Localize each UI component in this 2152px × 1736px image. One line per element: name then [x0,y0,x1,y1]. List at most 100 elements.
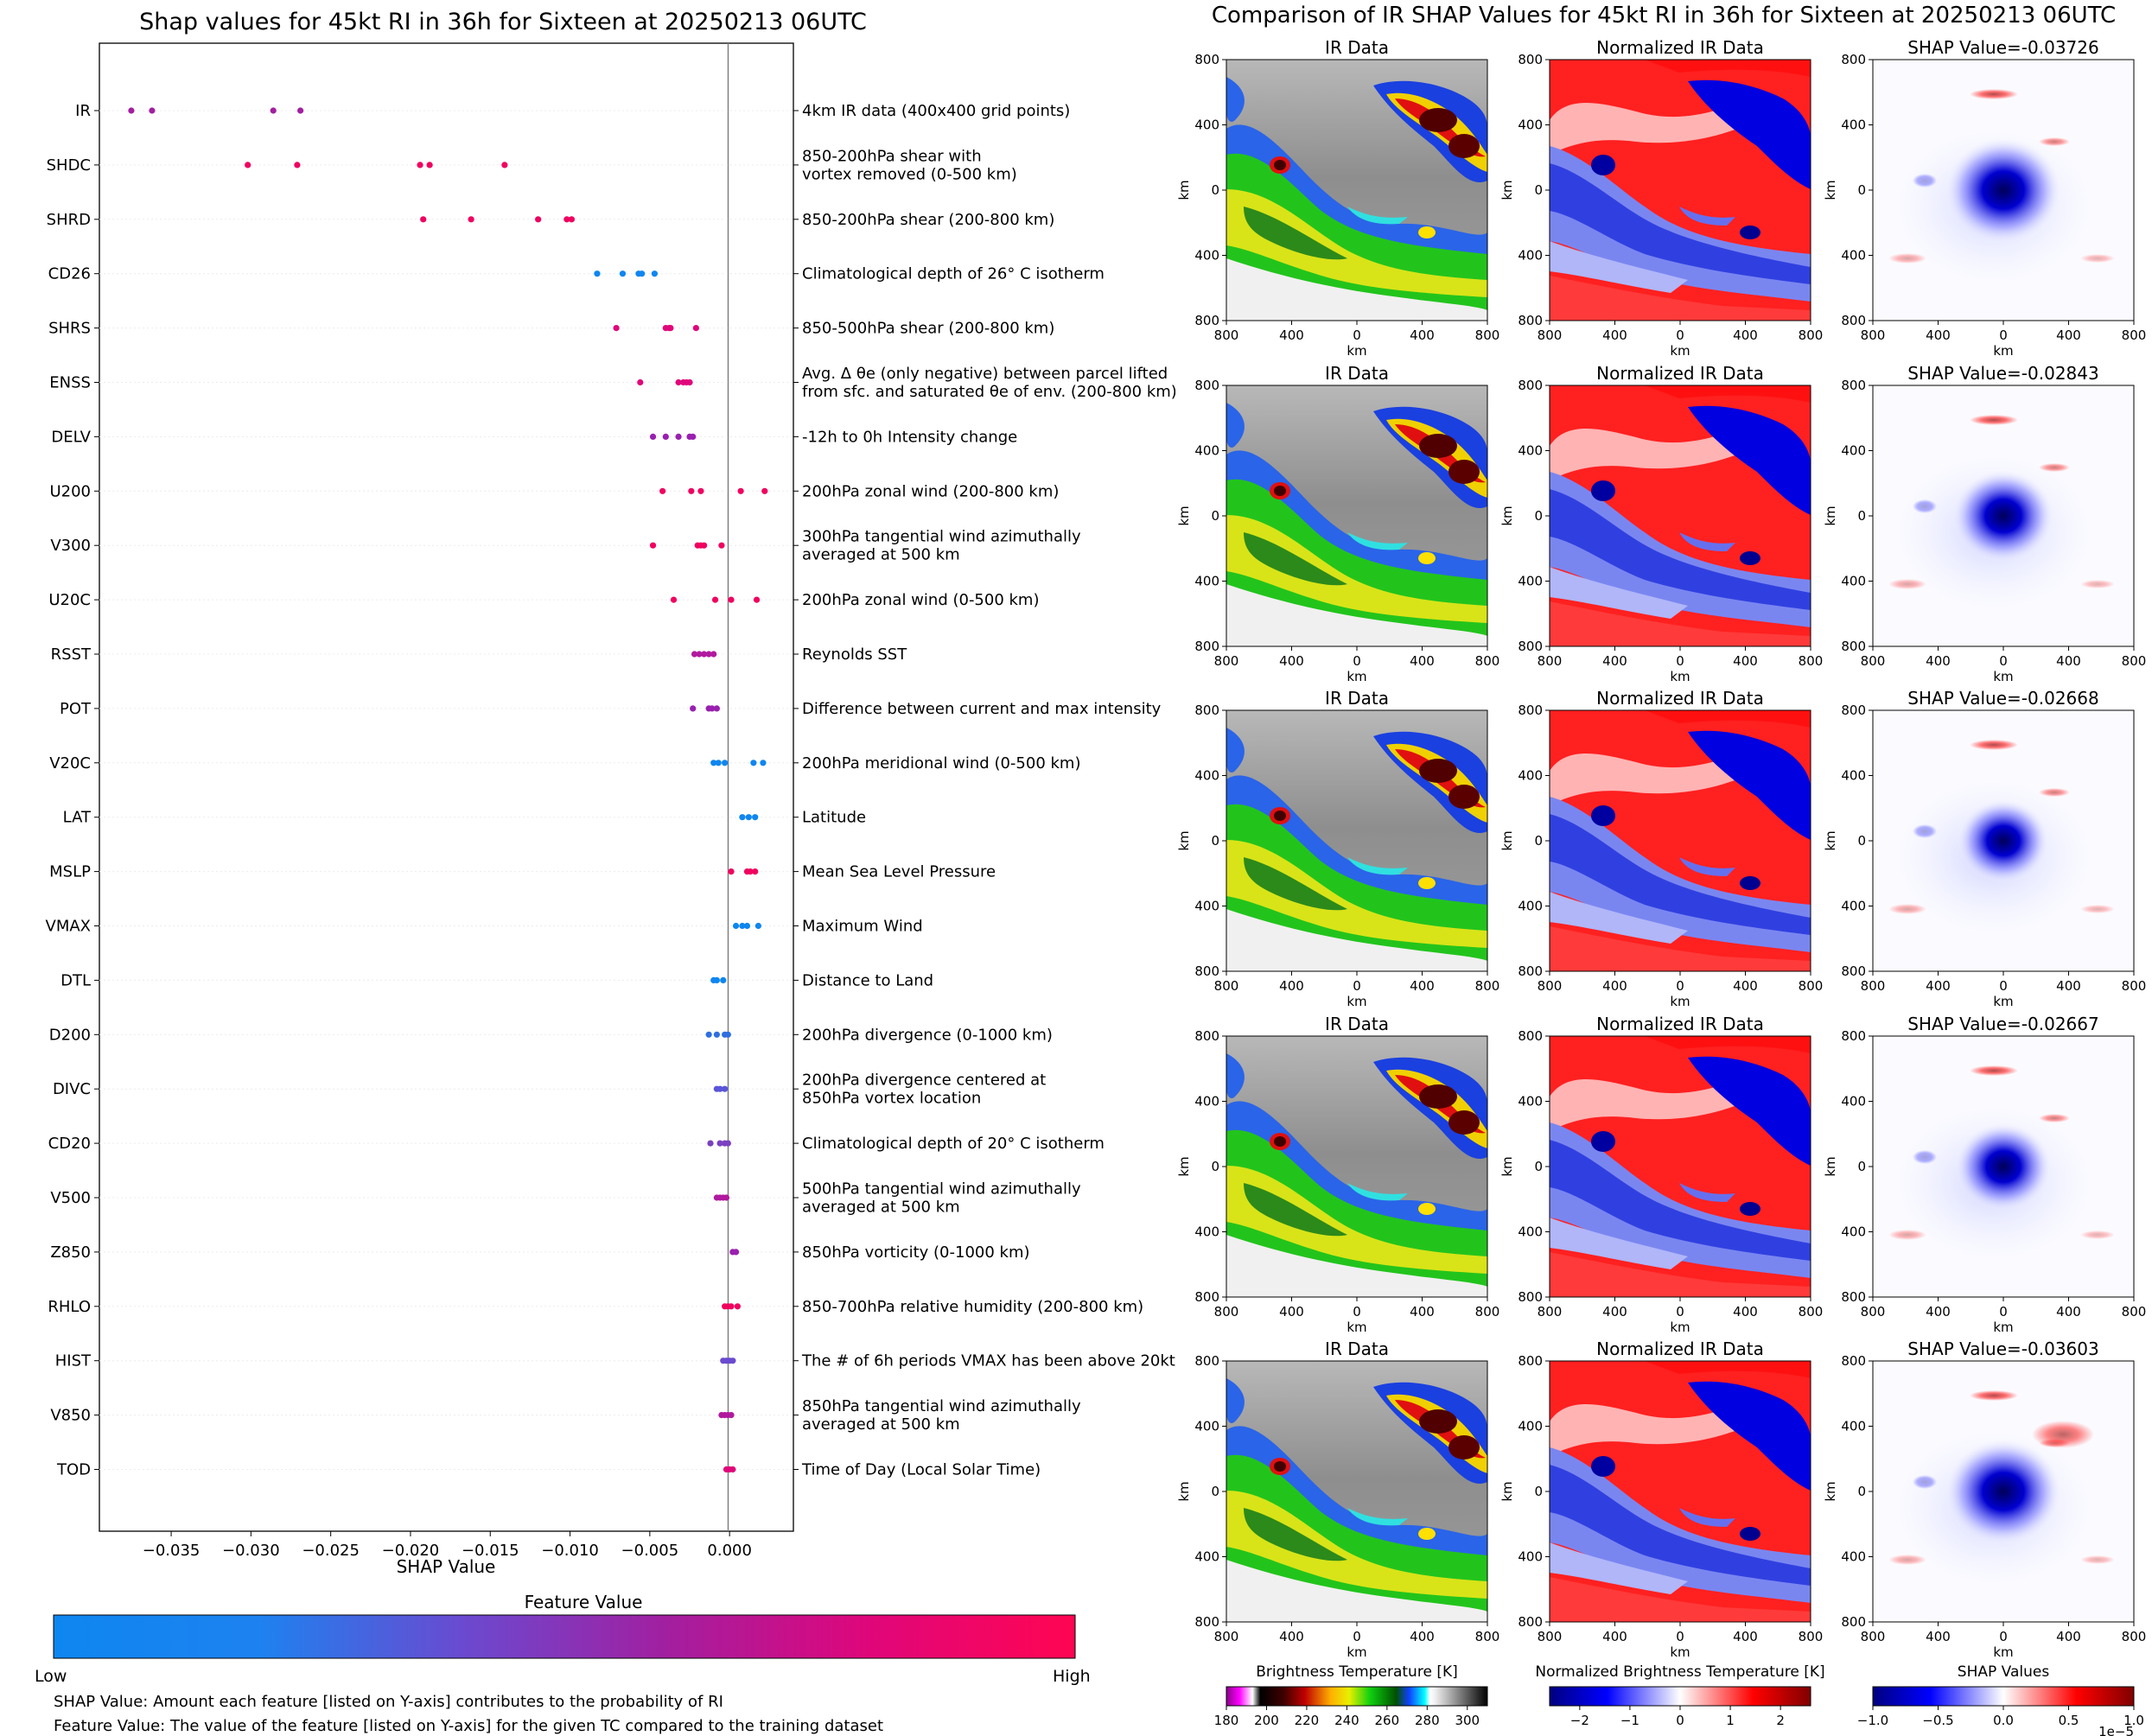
shap-point [697,487,704,494]
shap-point [724,1140,731,1147]
panel-x-tick-label: 0 [1999,978,2008,994]
panel-x-tick-label: 0 [1353,1629,1361,1644]
panel-x-tick-label: 400 [1410,1304,1435,1319]
shap-point [688,487,695,494]
note-feature-value: Feature Value: The value of the feature … [54,1717,883,1735]
panel-x-tick-label: 400 [1733,978,1758,994]
normalized-ir-image [1550,710,1811,971]
panel-y-axis-label: km [1499,506,1515,525]
feature-label: SHRD [47,211,91,229]
feature-description: 850hPa vorticity (0-1000 km) [802,1243,1030,1262]
shap-point [649,542,657,549]
panel-y-tick-label: 0 [1534,508,1543,524]
feature-description: 850-200hPa shear (200-800 km) [802,211,1054,229]
panel-x-axis-label: km [1670,1319,1690,1335]
colorbar-tick-label: −1.0 [1857,1713,1888,1728]
panel-x-tick-label: 400 [1410,327,1435,343]
shap-map-image [1873,60,2134,321]
panel-title-normalized-ir: Normalized IR Data [1596,1014,1764,1034]
panel-y-tick-label: 0 [1534,1484,1543,1499]
feature-label: CD20 [48,1135,91,1153]
row-gridlines [94,110,799,1470]
feature-description: 850hPa tangential wind azimuthally [802,1397,1081,1415]
panel-y-axis-label: km [1823,830,1838,850]
panel-x-axis-label: km [1670,669,1690,684]
shap-point [707,1140,714,1147]
feature-description: averaged at 500 km [802,546,960,564]
feature-description: Time of Day (Local Solar Time) [801,1461,1041,1479]
shap-points [128,107,768,1473]
panel-x-axis-label: km [1993,669,2013,684]
shap-point [667,325,674,332]
feature-description: Climatological depth of 26° C isotherm [802,265,1105,283]
shap-point [701,651,708,658]
comparison-row: IR Data80080040040000400400800800kmkmNor… [1176,37,2146,359]
feature-description: 500hPa tangential wind azimuthally [802,1180,1081,1199]
panel-x-tick-label: 800 [2122,1304,2147,1319]
panel-x-tick-label: 400 [1410,653,1435,669]
x-tick-label: 0.000 [707,1542,752,1560]
panel-y-tick-label: 400 [1194,443,1219,459]
panel-y-tick-label: 400 [1518,899,1543,914]
panel-x-tick-label: 400 [2056,1304,2081,1319]
panel-y-tick-label: 400 [1841,443,1866,459]
panel-x-tick-label: 800 [1475,1629,1500,1644]
ir-shap-comparison: Comparison of IR SHAP Values for 45kt RI… [1176,3,2147,1736]
panel-y-axis-label: km [1823,180,1838,200]
colorbar-shap-exponent: 1e−5 [2098,1724,2134,1736]
shap-point [128,107,135,114]
panel-title-normalized-ir: Normalized IR Data [1596,37,1764,58]
shap-point [468,216,474,223]
panel-x-tick-label: 800 [1475,327,1500,343]
panel-x-tick-label: 400 [1410,1629,1435,1644]
panel-y-tick-label: 800 [1518,52,1543,67]
feature-description: Difference between current and max inten… [802,700,1162,718]
panel-x-tick-label: 0 [1353,978,1361,994]
panel-title-ir: IR Data [1325,1014,1389,1034]
panel-y-tick-label: 0 [1857,508,1866,524]
x-tick-label: −0.035 [143,1542,201,1560]
shap-point [739,814,746,821]
shap-point [722,760,729,766]
feature-description: averaged at 500 km [802,1415,960,1434]
shap-point [417,162,423,169]
shap-point [675,433,682,440]
panel-x-axis-label: km [1347,994,1366,1009]
panel-x-tick-label: 800 [1861,978,1886,994]
feature-description: 850hPa vortex location [802,1090,981,1108]
panel-y-axis-label: km [1176,830,1192,850]
shap-point [718,542,725,549]
colorbar-tick-label: 2 [1776,1713,1785,1728]
colorbar-shap [1872,1686,2135,1707]
panel-y-tick-label: 800 [1194,1289,1219,1305]
panel-x-axis-label: km [1670,1644,1690,1660]
feature-colorbar [53,1614,1076,1659]
feature-label: SHDC [47,156,91,175]
panel-y-tick-label: 400 [1841,1549,1866,1565]
panel-x-tick-label: 0 [1353,327,1361,343]
shap-point [692,325,699,332]
panel-x-axis-label: km [1347,343,1366,359]
shap-point [426,162,433,169]
panel-y-tick-label: 800 [1841,1289,1866,1305]
feature-label: HIST [55,1352,92,1370]
panel-y-tick-label: 800 [1194,52,1219,67]
colorbar-tick-label: 200 [1254,1713,1279,1728]
feature-description: Maximum Wind [802,918,923,936]
feature-description: The # of 6h periods VMAX has been above … [801,1352,1175,1370]
panel-y-tick-label: 0 [1211,1484,1219,1499]
panel-y-tick-label: 400 [1194,574,1219,589]
panel-y-tick-label: 800 [1194,1353,1219,1369]
panel-x-tick-label: 0 [1353,653,1361,669]
x-tick-label: −0.005 [621,1542,679,1560]
shap-point [745,814,752,821]
panel-y-tick-label: 800 [1194,1028,1219,1044]
shap-map-image [1873,710,2134,971]
panel-x-tick-label: 400 [1602,1304,1627,1319]
shap-point [691,651,698,658]
panel-x-tick-label: 400 [1926,1629,1951,1644]
panel-x-tick-label: 400 [1733,1304,1758,1319]
feature-label: Z850 [50,1243,91,1262]
panel-x-tick-label: 0 [1999,1629,2008,1644]
feature-label: U20C [48,591,91,609]
